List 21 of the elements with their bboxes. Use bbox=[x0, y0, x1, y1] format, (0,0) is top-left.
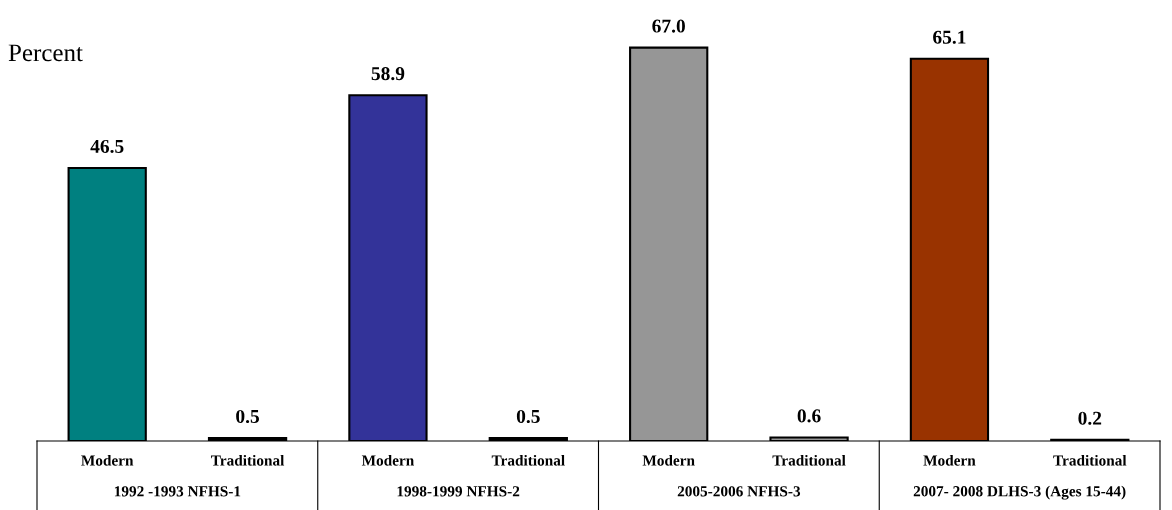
data-label: 0.5 bbox=[236, 409, 259, 424]
data-label: 58.9 bbox=[371, 67, 405, 81]
data-label: 0.6 bbox=[797, 409, 821, 423]
text: 1998-1999 NFHS-2 bbox=[397, 486, 520, 497]
x-tick-label: Modern bbox=[642, 454, 695, 466]
data-label: 0.5 bbox=[516, 409, 540, 424]
data-label: 65.1 bbox=[933, 30, 966, 44]
x-tick-label: Traditional bbox=[772, 454, 846, 466]
x-tick-label: Traditional bbox=[211, 454, 285, 466]
text: 1992 -1993 NFHS-1 bbox=[114, 486, 241, 497]
text: 2005-2006 NFHS-3 bbox=[677, 486, 801, 497]
x-tick-label: Traditional bbox=[491, 454, 565, 466]
text: 2007- 2008 DLHS-3 (Ages 15-44) bbox=[913, 485, 1126, 500]
data-label: 0.2 bbox=[1078, 411, 1102, 425]
x-tick-label: Modern bbox=[923, 454, 976, 466]
data-label: 67.0 bbox=[652, 19, 685, 33]
data-label: 46.5 bbox=[90, 139, 124, 154]
y-axis-title: Percent bbox=[8, 44, 83, 62]
x-tick-label: Traditional bbox=[1053, 454, 1127, 466]
x-tick-label: Modern bbox=[361, 454, 415, 466]
x-tick-label: Modern bbox=[81, 454, 134, 466]
